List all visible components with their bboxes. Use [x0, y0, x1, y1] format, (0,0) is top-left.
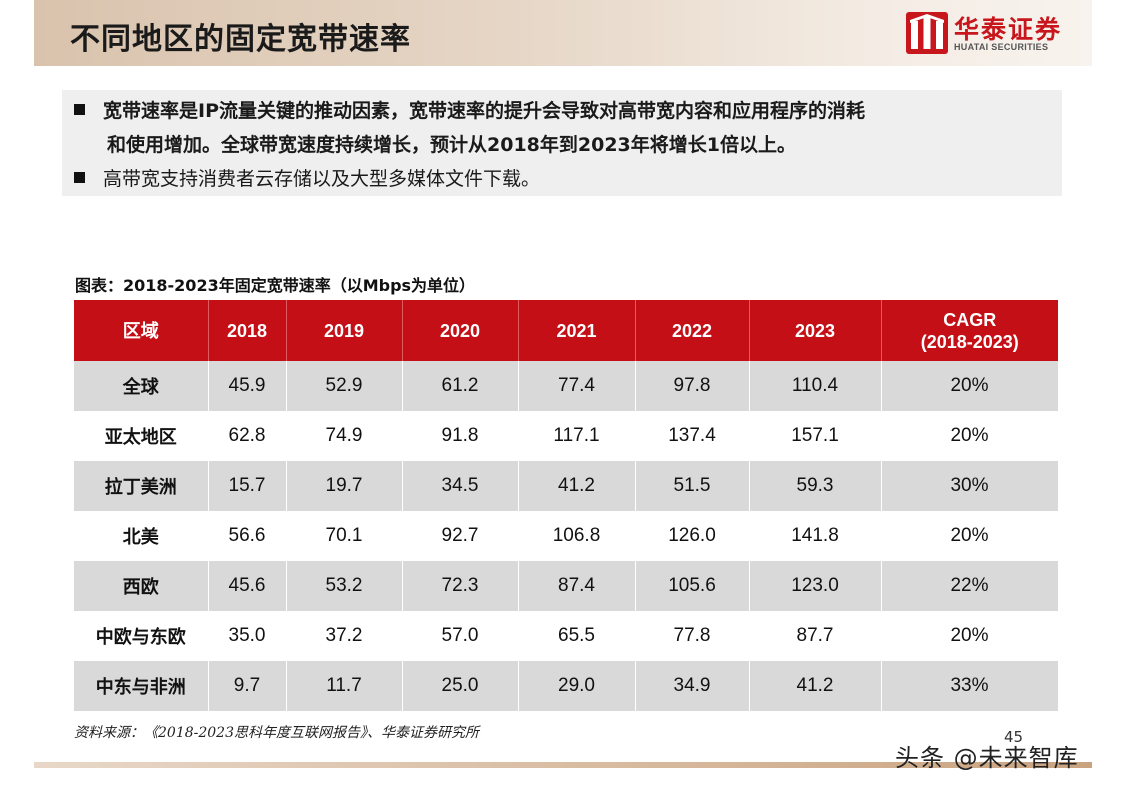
speed-cell: 53.2 — [286, 561, 403, 611]
speed-cell: 59.3 — [749, 461, 882, 511]
speed-cell: 61.2 — [402, 361, 519, 411]
cagr-cell: 20% — [881, 411, 1059, 461]
bullet-1-line-1: 宽带速率是IP流量关键的推动因素，宽带速率的提升会导致对高带宽内容和应用程序的消… — [103, 100, 865, 122]
region-cell: 中东与非洲 — [74, 661, 209, 711]
speed-cell: 45.6 — [208, 561, 287, 611]
speed-cell: 77.4 — [518, 361, 636, 411]
speed-cell: 110.4 — [749, 361, 882, 411]
region-cell: 亚太地区 — [74, 411, 209, 461]
table-caption: 图表：2018-2023年固定宽带速率（以Mbps为单位） — [75, 276, 476, 295]
cagr-cell: 20% — [881, 361, 1059, 411]
table-row: 全球 45.9 52.9 61.2 77.4 97.8 110.4 20% — [74, 361, 1059, 411]
broadband-speed-table: 区域 2018 2019 2020 2021 2022 2023 CAGR (20… — [74, 300, 1059, 711]
speed-cell: 91.8 — [402, 411, 519, 461]
speed-cell: 9.7 — [208, 661, 287, 711]
huatai-logo-icon — [906, 12, 948, 54]
header-2020: 2020 — [402, 300, 519, 361]
source-note: 资料来源：《2018-2023思科年度互联网报告》、华泰证券研究所 — [74, 725, 479, 741]
footer-divider — [34, 762, 1092, 768]
header-cagr: CAGR (2018-2023) — [881, 300, 1058, 361]
bullet-square-icon — [74, 104, 85, 115]
cagr-cell: 33% — [881, 661, 1059, 711]
speed-cell: 15.7 — [208, 461, 287, 511]
cagr-cell: 20% — [881, 611, 1059, 661]
bullet-2-text: 高带宽支持消费者云存储以及大型多媒体文件下载。 — [103, 168, 541, 190]
header-2021: 2021 — [518, 300, 636, 361]
table-row: 西欧 45.6 53.2 72.3 87.4 105.6 123.0 22% — [74, 561, 1059, 611]
speed-cell: 74.9 — [286, 411, 403, 461]
region-cell: 拉丁美洲 — [74, 461, 209, 511]
speed-cell: 87.4 — [518, 561, 636, 611]
speed-cell: 62.8 — [208, 411, 287, 461]
table-row: 亚太地区 62.8 74.9 91.8 117.1 137.4 157.1 20% — [74, 411, 1059, 461]
speed-cell: 117.1 — [518, 411, 636, 461]
speed-cell: 105.6 — [635, 561, 750, 611]
page-number: 45 — [1004, 728, 1024, 746]
speed-cell: 126.0 — [635, 511, 750, 561]
speed-cell: 41.2 — [518, 461, 636, 511]
speed-cell: 34.9 — [635, 661, 750, 711]
speed-cell: 137.4 — [635, 411, 750, 461]
page-title: 不同地区的固定宽带速率 — [70, 22, 411, 57]
bullet-1-line-2: 和使用增加。全球带宽速度持续增长，预计从2018年到2023年将增长1倍以上。 — [107, 134, 796, 156]
speed-cell: 65.5 — [518, 611, 636, 661]
watermark-text: 头条 @未来智库 — [895, 744, 1079, 772]
speed-cell: 51.5 — [635, 461, 750, 511]
header-cagr-period: (2018-2023) — [920, 331, 1019, 352]
bullet-square-icon — [74, 172, 85, 183]
logo-chinese-text: 华泰证券 — [954, 15, 1063, 44]
speed-cell: 45.9 — [208, 361, 287, 411]
speed-cell: 25.0 — [402, 661, 519, 711]
speed-cell: 34.5 — [402, 461, 519, 511]
table-row: 拉丁美洲 15.7 19.7 34.5 41.2 51.5 59.3 30% — [74, 461, 1059, 511]
bullet-box: 宽带速率是IP流量关键的推动因素，宽带速率的提升会导致对高带宽内容和应用程序的消… — [62, 90, 1062, 196]
region-cell: 北美 — [74, 511, 209, 561]
cagr-cell: 20% — [881, 511, 1059, 561]
header-2018: 2018 — [208, 300, 287, 361]
bullet-point-2: 高带宽支持消费者云存储以及大型多媒体文件下载。 — [74, 162, 540, 196]
logo-english-text: HUATAI SECURITIES — [954, 42, 1049, 52]
speed-cell: 157.1 — [749, 411, 882, 461]
speed-cell: 56.6 — [208, 511, 287, 561]
speed-cell: 35.0 — [208, 611, 287, 661]
speed-cell: 106.8 — [518, 511, 636, 561]
header-cagr-label: CAGR — [943, 309, 997, 330]
table-row: 中东与非洲 9.7 11.7 25.0 29.0 34.9 41.2 33% — [74, 661, 1059, 711]
region-cell: 全球 — [74, 361, 209, 411]
speed-cell: 19.7 — [286, 461, 403, 511]
speed-cell: 92.7 — [402, 511, 519, 561]
speed-cell: 37.2 — [286, 611, 403, 661]
speed-cell: 72.3 — [402, 561, 519, 611]
speed-cell: 11.7 — [286, 661, 403, 711]
speed-cell: 123.0 — [749, 561, 882, 611]
speed-cell: 141.8 — [749, 511, 882, 561]
table-row: 中欧与东欧 35.0 37.2 57.0 65.5 77.8 87.7 20% — [74, 611, 1059, 661]
table-header-row: 区域 2018 2019 2020 2021 2022 2023 CAGR (20… — [74, 300, 1058, 361]
header-2019: 2019 — [286, 300, 403, 361]
header-2022: 2022 — [635, 300, 750, 361]
speed-cell: 77.8 — [635, 611, 750, 661]
table-row: 北美 56.6 70.1 92.7 106.8 126.0 141.8 20% — [74, 511, 1059, 561]
cagr-cell: 22% — [881, 561, 1059, 611]
speed-cell: 57.0 — [402, 611, 519, 661]
speed-cell: 52.9 — [286, 361, 403, 411]
header-region: 区域 — [74, 300, 209, 361]
region-cell: 西欧 — [74, 561, 209, 611]
region-cell: 中欧与东欧 — [74, 611, 209, 661]
speed-cell: 29.0 — [518, 661, 636, 711]
speed-cell: 70.1 — [286, 511, 403, 561]
header-2023: 2023 — [749, 300, 882, 361]
speed-cell: 41.2 — [749, 661, 882, 711]
company-logo: 华泰证券 HUATAI SECURITIES — [906, 10, 1066, 56]
speed-cell: 87.7 — [749, 611, 882, 661]
speed-cell: 97.8 — [635, 361, 750, 411]
bullet-point-1: 宽带速率是IP流量关键的推动因素，宽带速率的提升会导致对高带宽内容和应用程序的消… — [74, 94, 865, 162]
cagr-cell: 30% — [881, 461, 1059, 511]
